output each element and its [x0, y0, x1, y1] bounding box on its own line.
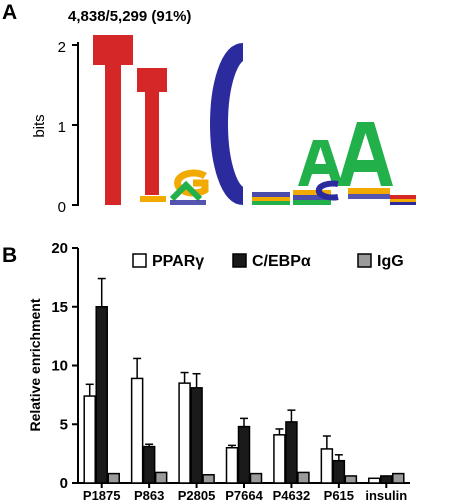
category-label: insulin	[365, 488, 407, 503]
bar-insulin-series-2	[392, 472, 405, 484]
category-label: P7664	[225, 488, 263, 503]
category-label: P615	[324, 488, 354, 503]
y-tick-label: 10	[51, 358, 68, 375]
bar-p863-series-1	[142, 445, 156, 484]
logo-letter-c-pos7	[315, 180, 339, 201]
logo-y-axis: 0 1 2 bits	[31, 39, 79, 216]
bar-p7664-series-2	[249, 472, 263, 484]
bar-p2805-series-2	[202, 474, 215, 484]
bar-p4632-series-0	[273, 434, 286, 484]
panel-a-letter: A	[2, 1, 17, 24]
y-tick-label: 5	[60, 416, 68, 433]
legend-swatch	[232, 253, 247, 268]
legend-swatch	[357, 253, 372, 268]
logo-ytick-0: 0	[58, 199, 66, 216]
logo-letter-c-pos4	[210, 43, 245, 205]
legend-label: C/EBPα	[252, 253, 311, 270]
category-label: P863	[134, 488, 164, 503]
logo-ytick-2: 2	[58, 39, 66, 56]
logo-letter-small-pos9	[390, 195, 416, 205]
bar-insulin-series-0	[368, 477, 381, 484]
logo-letter-small-pos2	[140, 196, 166, 202]
logo-letter-g-pos3	[174, 169, 209, 197]
legend-swatch	[132, 253, 147, 268]
logo-ylabel: bits	[31, 114, 48, 137]
logo-ytick-1: 1	[58, 119, 66, 136]
logo-letter-a-pos7	[298, 140, 343, 186]
logo-letter-a-pos3	[169, 180, 203, 202]
y-tick-label: 15	[51, 299, 68, 316]
y-axis-label: Relative enrichment	[27, 298, 43, 431]
bar-p615-series-1	[332, 459, 346, 484]
legend-label: PPARγ	[152, 253, 204, 270]
bar-p1875-series-1	[95, 306, 108, 484]
logo-letter-small-pos8b	[348, 194, 390, 199]
logo-letter-small-pos5	[252, 192, 290, 205]
bar-p615-series-0	[320, 448, 334, 484]
bar-p863-series-2	[154, 471, 168, 484]
logo-count-label: 4,838/5,299 (91%)	[68, 8, 191, 25]
category-label: P4632	[273, 488, 311, 503]
bar-chart: Relative enrichment 0 5 10 15 20 P1875 P863 P2…	[27, 240, 410, 503]
bar-p2805-series-1	[190, 387, 203, 484]
legend-label: IgG	[377, 253, 404, 270]
panel-b-letter: B	[2, 244, 17, 267]
legend: PPARγ C/EBPα IgG	[132, 253, 404, 270]
bar-p7664-series-0	[225, 447, 239, 484]
bar-p863-series-0	[130, 377, 144, 484]
bar-p1875-series-0	[83, 395, 96, 484]
logo-letter-a-pos8	[338, 122, 393, 186]
logo-letter-t-pos2	[137, 68, 167, 195]
bar-p2805-series-0	[178, 382, 191, 484]
category-label: P2805	[178, 488, 216, 503]
bar-p7664-series-1	[237, 425, 251, 484]
logo-letter-small-pos3	[170, 200, 206, 205]
category-label: P1875	[83, 488, 121, 503]
bar-p4632-series-1	[285, 421, 298, 484]
bar-insulin-series-1	[380, 475, 393, 484]
logo-letter-t-pos1	[93, 35, 133, 205]
logo-letter-small-pos6	[293, 190, 331, 205]
bar-p1875-series-2	[107, 472, 120, 484]
logo-letter-small-pos8	[348, 188, 390, 194]
bar-p4632-series-2	[297, 471, 310, 484]
bar-p615-series-2	[344, 475, 358, 484]
y-tick-label: 20	[51, 240, 68, 257]
y-tick-label: 0	[60, 475, 68, 492]
